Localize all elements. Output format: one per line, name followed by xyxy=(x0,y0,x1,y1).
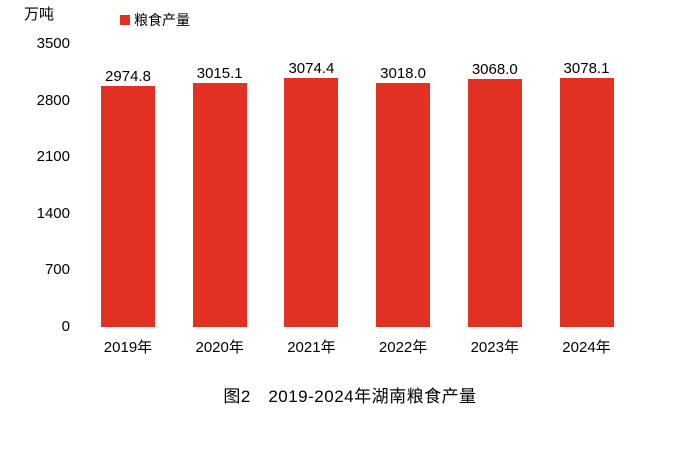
y-axis-tick-label: 700 xyxy=(44,261,70,279)
x-axis-label-2024: 2024年 xyxy=(562,339,611,356)
y-axis: 0 700 1400 2100 2800 3500 xyxy=(0,0,70,457)
y-axis-tick-label: 1400 xyxy=(36,204,70,222)
y-axis-tick-label: 2800 xyxy=(36,91,70,109)
bar-value-label-2023: 3068.0 xyxy=(471,60,518,78)
y-axis-tick-label: 2100 xyxy=(36,148,70,166)
x-axis-label-2020: 2020年 xyxy=(195,339,244,356)
x-axis-label-2019: 2019年 xyxy=(103,339,153,356)
bar-2024 xyxy=(559,78,614,327)
bar-2022 xyxy=(376,82,431,327)
bar-value-label-2021: 3074.4 xyxy=(288,60,335,78)
x-axis-label-2022: 2022年 xyxy=(378,339,428,356)
y-axis-tick-label: 3500 xyxy=(36,35,70,52)
bar-value-label-2019: 2974.8 xyxy=(105,68,151,86)
bar-2020 xyxy=(192,83,247,327)
bar-2019 xyxy=(101,86,155,327)
y-axis-tick-label: 0 xyxy=(61,318,70,335)
chart-caption: 图2 2019-2024年湖南粮食产量 xyxy=(223,387,477,406)
y-axis-unit-label: 万吨 xyxy=(24,6,55,23)
bar-2021 xyxy=(284,78,339,327)
legend-label: 粮食产量 xyxy=(134,12,190,28)
x-axis-label-2021: 2021年 xyxy=(287,339,336,356)
bar-value-label-2024: 3078.1 xyxy=(563,60,610,78)
bar-2023 xyxy=(467,78,522,327)
x-axis-label-2023: 2023年 xyxy=(470,339,519,356)
legend: 粮食产量 xyxy=(120,12,190,28)
bar-value-label-2020: 3015.1 xyxy=(196,65,243,83)
bar-value-label-2022: 3018.0 xyxy=(380,64,427,82)
legend-color-swatch xyxy=(120,15,130,25)
